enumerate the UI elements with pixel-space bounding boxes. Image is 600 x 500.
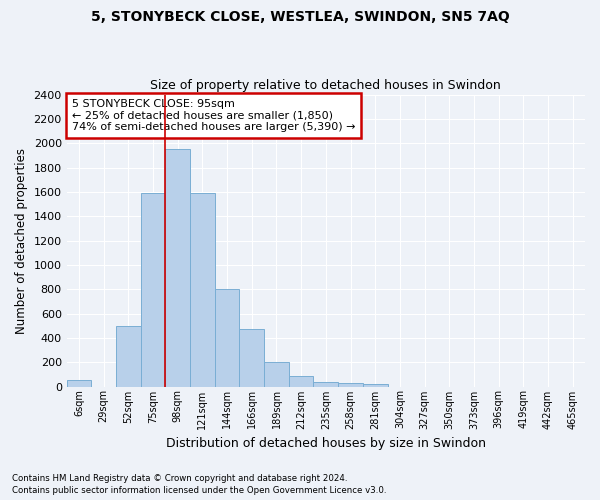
Bar (116, 326, 141, 386)
Bar (363, 384, 388, 386)
Y-axis label: Number of detached properties: Number of detached properties (15, 148, 28, 334)
Bar (264, 362, 289, 386)
Bar (313, 382, 338, 386)
Title: Size of property relative to detached houses in Swindon: Size of property relative to detached ho… (151, 79, 501, 92)
Text: Contains HM Land Registry data © Crown copyright and database right 2024.
Contai: Contains HM Land Registry data © Crown c… (12, 474, 386, 495)
Bar (141, 193, 166, 386)
Bar (338, 383, 363, 386)
Bar (289, 376, 313, 386)
Bar (67, 380, 91, 386)
Bar (190, 193, 215, 386)
Bar (166, 150, 190, 386)
Text: 5 STONYBECK CLOSE: 95sqm
← 25% of detached houses are smaller (1,850)
74% of sem: 5 STONYBECK CLOSE: 95sqm ← 25% of detach… (72, 99, 355, 132)
X-axis label: Distribution of detached houses by size in Swindon: Distribution of detached houses by size … (166, 437, 486, 450)
Bar (215, 289, 239, 386)
Bar (239, 330, 264, 386)
Text: 5, STONYBECK CLOSE, WESTLEA, SWINDON, SN5 7AQ: 5, STONYBECK CLOSE, WESTLEA, SWINDON, SN… (91, 10, 509, 24)
